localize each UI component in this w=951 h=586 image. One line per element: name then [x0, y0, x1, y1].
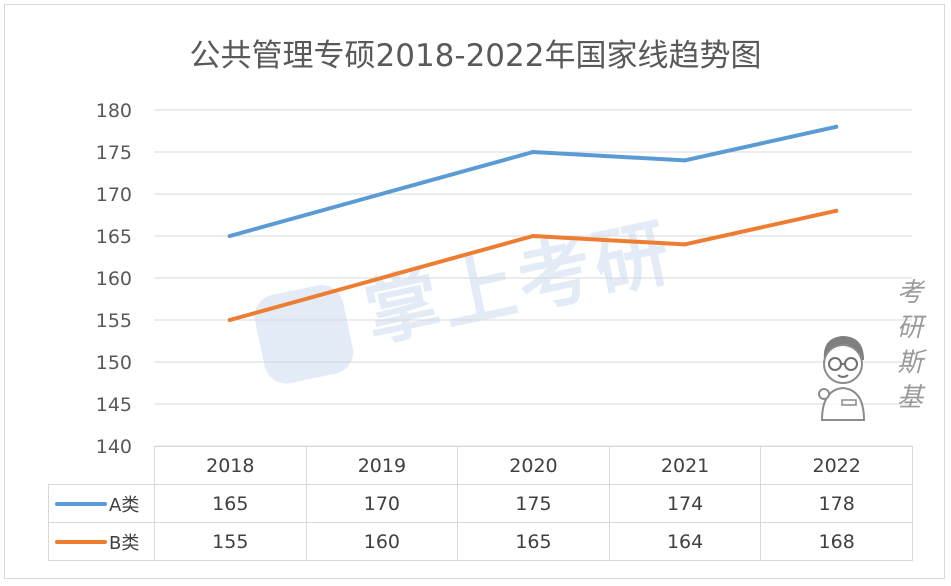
x-tick-label: 2022	[760, 446, 913, 485]
legend-label: A类	[109, 494, 140, 516]
series-line-2	[227, 208, 839, 322]
y-tick-label: 155	[96, 310, 132, 332]
table-row: A类 165 170 175 174 178	[48, 484, 913, 523]
data-label: 168	[760, 522, 913, 561]
data-point	[834, 208, 839, 213]
x-tick-label: 2021	[608, 446, 762, 485]
y-tick-label: 175	[96, 142, 132, 164]
table-row: B类 155 160 165 164 168	[48, 522, 913, 561]
data-point	[227, 318, 232, 322]
data-point	[227, 234, 232, 238]
y-tick-label: 165	[96, 226, 132, 248]
x-tick-label: 2018	[154, 446, 307, 485]
legend-entry: B类	[48, 522, 155, 561]
data-label: 174	[608, 484, 762, 523]
data-label: 170	[305, 484, 459, 523]
data-point	[834, 124, 839, 129]
gridlines	[154, 109, 912, 447]
data-label: 175	[457, 484, 610, 523]
y-tick-label: 160	[96, 268, 132, 290]
data-point	[379, 276, 384, 280]
brand-vertical-text: 考研斯基	[896, 278, 923, 413]
series-lines	[227, 124, 839, 322]
data-point	[531, 150, 535, 154]
y-tick-label: 145	[96, 394, 132, 416]
table-header-row: 2018 2019 2020 2021 2022	[48, 446, 913, 485]
y-tick-label: 180	[96, 100, 132, 122]
series-line-1	[227, 124, 839, 238]
legend-line-icon	[55, 539, 107, 544]
data-point	[531, 234, 535, 238]
x-tick-label: 2019	[305, 446, 459, 485]
chart-title: 公共管理专硕2018-2022年国家线趋势图	[189, 38, 762, 74]
legend-line-icon	[55, 501, 107, 506]
data-table: 2018 2019 2020 2021 2022 A类 165 170 175 174 178 B类 1…	[48, 446, 913, 561]
mascot-icon	[818, 336, 866, 421]
data-label: 178	[760, 484, 913, 523]
x-tick-label: 2020	[457, 446, 610, 485]
data-point	[682, 242, 687, 247]
data-label: 160	[305, 522, 459, 561]
y-tick-label: 150	[96, 352, 132, 374]
data-label: 165	[457, 522, 610, 561]
data-point	[379, 192, 384, 196]
data-label: 165	[154, 484, 307, 523]
data-label: 155	[154, 522, 307, 561]
legend-entry: A类	[48, 484, 155, 523]
table-corner-cell	[48, 446, 155, 485]
y-tick-label: 170	[96, 184, 132, 206]
data-label: 164	[608, 522, 762, 561]
legend-label: B类	[109, 532, 140, 554]
data-point	[682, 158, 687, 163]
